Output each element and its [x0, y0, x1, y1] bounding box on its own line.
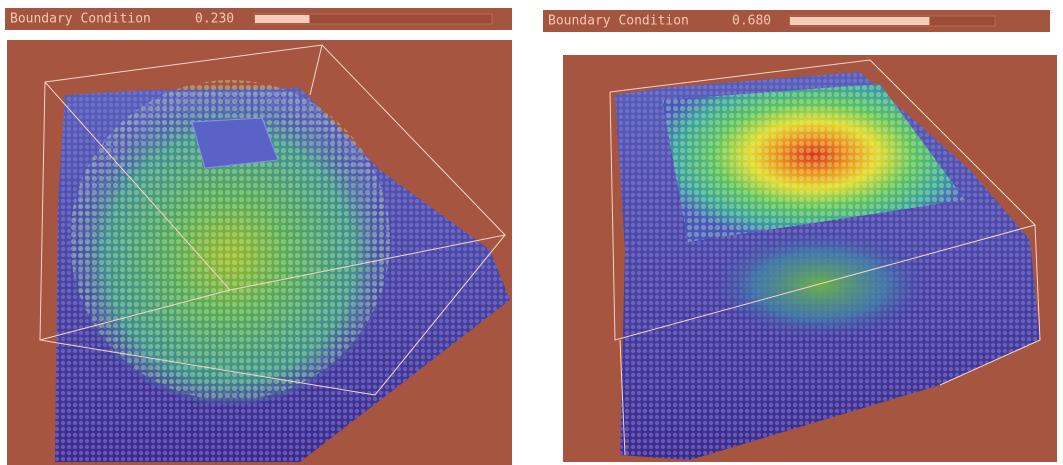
density-region: [710, 230, 930, 340]
slider-fill: [790, 17, 929, 25]
boundary-patch: [192, 118, 278, 168]
slider-fill: [255, 15, 310, 23]
panel-right: Boundary Condition 0.680: [543, 10, 1057, 462]
control-value: 0.230: [195, 12, 234, 27]
panel-left: Boundary Condition 0.230: [5, 8, 512, 465]
control-value: 0.680: [732, 14, 771, 29]
screen: Boundary Condition 0.230 Boundary Condit…: [0, 0, 1063, 465]
control-label: Boundary Condition: [10, 12, 151, 27]
control-label: Boundary Condition: [548, 14, 689, 29]
